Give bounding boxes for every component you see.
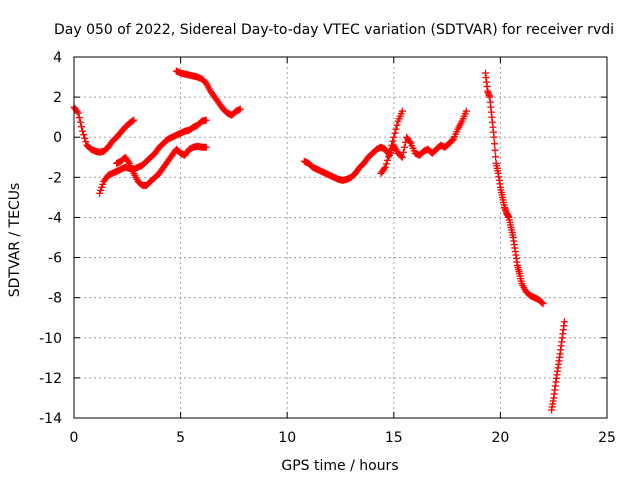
x-tick-label: 0 — [70, 430, 79, 446]
data-point-interp — [393, 121, 401, 129]
y-axis-label: SDTVAR / TECUs — [7, 183, 23, 298]
data-point-interp — [77, 123, 85, 131]
data-point-interp — [124, 158, 132, 166]
data-point-interp — [76, 118, 84, 126]
data-marks — [70, 67, 568, 414]
series-arc-2 — [96, 116, 210, 197]
y-tick-label: 4 — [53, 50, 62, 66]
y-tick-label: -2 — [48, 170, 62, 186]
y-tick-label: -12 — [39, 371, 62, 387]
y-tick-label: -8 — [48, 291, 62, 307]
tick-labels: 0 5 10 15 20 25 -14 -12 -10 -8 -6 -4 -2 0 2 4 — [39, 50, 616, 446]
data-point — [386, 149, 394, 157]
x-tick-label: 20 — [491, 430, 509, 446]
x-tick-label: 25 — [598, 430, 616, 446]
data-point-interp — [399, 148, 407, 156]
data-point-interp — [383, 156, 391, 164]
series-arc-8 — [548, 318, 568, 414]
data-point — [202, 143, 210, 151]
data-point-interp — [491, 140, 499, 148]
x-tick-label: 10 — [278, 430, 296, 446]
y-tick-label: 2 — [53, 90, 62, 106]
data-point — [398, 107, 406, 115]
plot-frame — [73, 56, 608, 419]
data-point-interp — [406, 138, 414, 146]
data-point-interp — [389, 137, 397, 145]
data-point-interp — [81, 134, 89, 142]
y-tick-label: -14 — [39, 411, 62, 427]
data-point — [560, 318, 568, 326]
data-point — [462, 107, 470, 115]
data-point — [79, 127, 87, 135]
data-point-interp — [382, 160, 390, 168]
data-point-interp — [387, 145, 395, 153]
grid — [74, 57, 607, 418]
data-point — [236, 105, 244, 113]
data-point-interp — [73, 108, 81, 116]
series-arc-6 — [377, 107, 406, 177]
data-point — [398, 153, 406, 161]
chart-title: Day 050 of 2022, Sidereal Day-to-day VTE… — [54, 22, 614, 38]
x-axis-label: GPS time / hours — [281, 458, 398, 474]
data-point-interp — [75, 114, 83, 122]
y-tick-label: -10 — [39, 331, 62, 347]
data-point-interp — [380, 165, 388, 173]
data-point-interp — [392, 125, 400, 133]
data-point-interp — [492, 153, 500, 161]
y-tick-label: -4 — [48, 210, 62, 226]
data-point — [390, 133, 398, 141]
series-arc-4 — [172, 67, 244, 119]
data-point-interp — [491, 146, 499, 154]
data-point-interp — [538, 299, 546, 307]
data-point-interp — [82, 138, 90, 146]
data-point-interp — [99, 180, 107, 188]
data-point — [96, 189, 104, 197]
series-arc-1 — [70, 103, 138, 156]
data-point-interp — [400, 143, 408, 151]
data-point — [202, 116, 210, 124]
series-arc-7 — [481, 69, 547, 308]
data-point-interp — [448, 136, 456, 144]
series-arc-5 — [300, 107, 470, 184]
x-tick-label: 5 — [176, 430, 185, 446]
data-point-interp — [129, 117, 137, 125]
data-point — [381, 163, 389, 171]
data-point-interp — [97, 186, 105, 194]
data-point-interp — [80, 131, 88, 139]
x-tick-label: 15 — [385, 430, 403, 446]
axis-ticks — [73, 56, 608, 419]
y-tick-label: -6 — [48, 251, 62, 267]
data-point — [539, 300, 547, 308]
data-point — [130, 116, 138, 124]
y-tick-label: 0 — [53, 130, 62, 146]
data-point-interp — [384, 153, 392, 161]
data-point-interp — [98, 183, 106, 191]
data-point — [74, 109, 82, 117]
data-point — [490, 133, 498, 141]
data-point-interp — [391, 129, 399, 137]
data-point-interp — [388, 141, 396, 149]
data-point-interp — [397, 152, 405, 160]
series-arc-3 — [113, 142, 210, 189]
